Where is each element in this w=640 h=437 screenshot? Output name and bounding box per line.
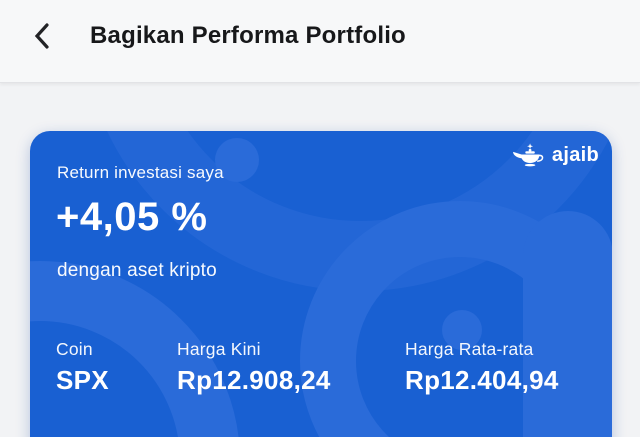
card-decor-letter-a-stem xyxy=(523,211,612,437)
stat-harga-rata-rata: Harga Rata-rata Rp12.404,94 xyxy=(405,339,559,396)
stat-harga-kini: Harga Kini Rp12.908,24 xyxy=(177,339,405,396)
app-header: Bagikan Performa Portfolio xyxy=(0,0,640,83)
ajaib-wordmark: ajaib xyxy=(551,143,599,166)
back-button[interactable] xyxy=(28,19,56,53)
back-chevron-icon xyxy=(34,23,49,49)
stat-value: SPX xyxy=(56,365,109,395)
stat-coin: Coin SPX xyxy=(56,339,177,396)
stat-label: Harga Kini xyxy=(177,339,261,359)
stat-value: Rp12.404,94 xyxy=(405,365,559,395)
stats-row: Coin SPX Harga Kini Rp12.908,24 Harga Ra… xyxy=(56,339,602,396)
genie-lamp-icon xyxy=(512,143,544,167)
return-label: Return investasi saya xyxy=(57,163,224,182)
return-subtitle: dengan aset kripto xyxy=(57,260,217,281)
stat-label: Coin xyxy=(56,339,93,359)
stat-value: Rp12.908,24 xyxy=(177,365,331,395)
card-decor-letter-a-ring xyxy=(300,201,612,437)
return-value: +4,05 % xyxy=(56,195,208,239)
stat-label: Harga Rata-rata xyxy=(405,339,534,359)
ajaib-logo: ajaib xyxy=(512,142,599,168)
portfolio-share-card: ajaib Return investasi saya +4,05 % deng… xyxy=(30,131,612,437)
page-title: Bagikan Performa Portfolio xyxy=(90,22,406,49)
